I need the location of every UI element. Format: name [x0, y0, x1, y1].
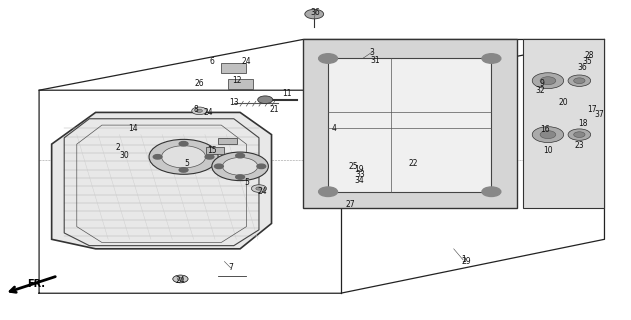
Bar	[221, 63, 246, 73]
Text: 10: 10	[543, 146, 553, 155]
Circle shape	[532, 127, 563, 142]
Text: 34: 34	[355, 176, 364, 185]
Circle shape	[196, 109, 203, 112]
Text: 33: 33	[356, 170, 365, 179]
Polygon shape	[52, 112, 271, 249]
Text: 26: 26	[194, 79, 204, 88]
Text: 37: 37	[594, 109, 604, 118]
Circle shape	[212, 152, 268, 180]
Text: 8: 8	[194, 105, 199, 114]
Circle shape	[482, 54, 501, 63]
Text: 28: 28	[584, 51, 594, 60]
Circle shape	[257, 96, 273, 104]
Circle shape	[177, 277, 184, 281]
Circle shape	[173, 275, 188, 283]
Text: 7: 7	[228, 263, 233, 272]
Text: 31: 31	[370, 56, 380, 65]
Circle shape	[236, 175, 244, 179]
Circle shape	[162, 146, 206, 168]
Bar	[228, 79, 252, 89]
Text: FR.: FR.	[27, 279, 45, 289]
Text: 24: 24	[257, 187, 267, 196]
Text: 25: 25	[348, 162, 358, 171]
Polygon shape	[523, 39, 604, 208]
Circle shape	[205, 155, 214, 159]
Circle shape	[215, 164, 223, 169]
Circle shape	[149, 140, 218, 174]
Circle shape	[568, 129, 591, 140]
Circle shape	[223, 157, 257, 175]
Circle shape	[319, 54, 338, 63]
Text: 24: 24	[175, 276, 186, 285]
Circle shape	[482, 187, 501, 196]
Text: 17: 17	[587, 105, 597, 114]
Text: 23: 23	[575, 141, 584, 150]
Bar	[218, 138, 237, 144]
Text: 2: 2	[115, 143, 120, 152]
Text: 19: 19	[355, 165, 364, 174]
Text: 20: 20	[559, 99, 569, 108]
Text: 22: 22	[408, 159, 418, 168]
Text: 29: 29	[461, 257, 471, 266]
Text: 24: 24	[242, 57, 251, 66]
Circle shape	[568, 75, 591, 86]
Circle shape	[251, 185, 266, 192]
Text: 13: 13	[229, 99, 239, 108]
Circle shape	[540, 77, 556, 85]
Text: 24: 24	[204, 108, 213, 117]
Circle shape	[574, 132, 585, 138]
Text: 30: 30	[119, 151, 129, 160]
Text: 1: 1	[461, 255, 466, 264]
Text: 21: 21	[270, 105, 280, 114]
Circle shape	[179, 141, 188, 146]
Text: 35: 35	[582, 57, 592, 66]
Circle shape	[257, 164, 266, 169]
Text: 3: 3	[370, 48, 374, 57]
Polygon shape	[328, 59, 492, 192]
Text: 12: 12	[232, 76, 242, 85]
Text: 18: 18	[578, 119, 587, 128]
Bar	[206, 147, 225, 154]
Text: 6: 6	[209, 57, 215, 66]
Circle shape	[173, 275, 188, 283]
Text: 36: 36	[310, 8, 321, 17]
Text: 14: 14	[129, 124, 138, 133]
Text: 32: 32	[536, 86, 545, 95]
Text: 5: 5	[184, 159, 189, 168]
Text: 11: 11	[283, 89, 292, 98]
Text: 5: 5	[244, 178, 249, 187]
Text: 36: 36	[577, 63, 587, 72]
Text: 16: 16	[540, 125, 550, 134]
Circle shape	[192, 107, 207, 115]
Text: 27: 27	[345, 200, 355, 209]
Circle shape	[236, 153, 244, 158]
Circle shape	[532, 73, 563, 89]
Text: 15: 15	[207, 146, 216, 155]
Text: 9: 9	[540, 79, 544, 88]
Circle shape	[574, 78, 585, 84]
Polygon shape	[303, 39, 517, 208]
Circle shape	[256, 187, 262, 190]
Circle shape	[179, 168, 188, 172]
Circle shape	[319, 187, 338, 196]
Text: 4: 4	[332, 124, 337, 133]
Circle shape	[540, 131, 556, 139]
Circle shape	[305, 9, 324, 19]
Circle shape	[153, 155, 162, 159]
